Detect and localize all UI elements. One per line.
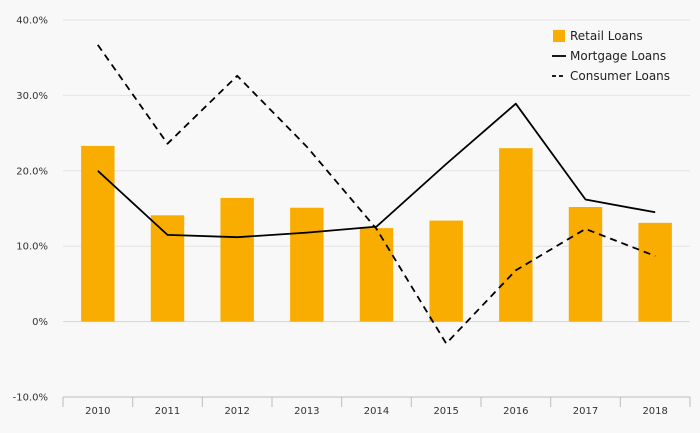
bar: [499, 148, 533, 322]
bar-series: [81, 145, 672, 322]
x-tick-label: 2018: [642, 406, 667, 417]
bar: [359, 228, 394, 322]
series-line: [97, 44, 656, 345]
x-tick-label: 2013: [294, 406, 319, 417]
legend-label: Mortgage Loans: [570, 49, 666, 63]
y-tick-label: 20.0%: [16, 166, 48, 177]
legend: Retail Loans Mortgage Loans Consumer Loans: [552, 29, 670, 83]
series-line: [97, 102, 656, 239]
x-tick-label: 2015: [433, 406, 458, 417]
x-tick-label: 2010: [85, 406, 110, 417]
x-tick-label: 2011: [155, 406, 180, 417]
bar: [568, 206, 603, 322]
bar: [81, 145, 115, 322]
bar: [220, 197, 254, 322]
x-tick-label: 2012: [224, 406, 249, 417]
y-tick-label: 30.0%: [16, 91, 48, 102]
bar: [150, 215, 185, 322]
x-tick-label: 2016: [503, 406, 528, 417]
axes: -10.0% 0% 10.0% 20.0% 30.0% 40.0% 2010 2011 2012…: [13, 16, 691, 417]
legend-label: Consumer Loans: [570, 69, 670, 83]
y-tick-label: 0%: [32, 317, 48, 328]
x-tick-label: 2017: [573, 406, 598, 417]
line-series: [97, 44, 656, 345]
x-tick-label: 2014: [364, 406, 389, 417]
y-tick-label: 10.0%: [16, 242, 48, 253]
legend-label: Retail Loans: [570, 29, 643, 43]
bar: [429, 220, 463, 322]
y-tick-label: -10.0%: [13, 393, 48, 404]
legend-swatch: [553, 30, 565, 42]
bar: [290, 207, 324, 322]
bar: [638, 222, 672, 322]
y-tick-label: 40.0%: [16, 16, 48, 27]
